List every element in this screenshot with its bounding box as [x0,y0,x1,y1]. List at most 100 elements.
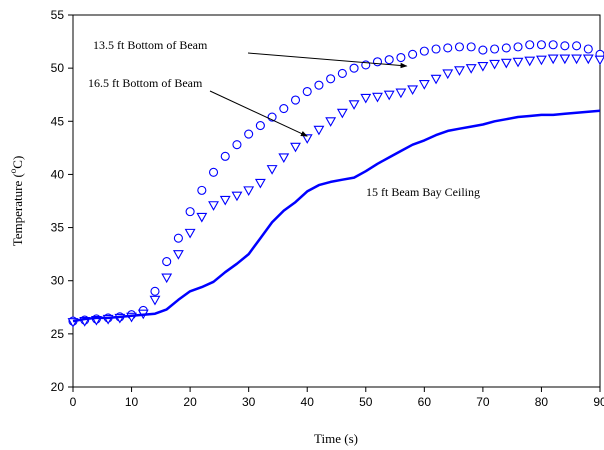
data-point [395,88,407,99]
data-point [408,49,418,59]
series-line [72,109,601,323]
annotation-label: 15 ft Beam Bay Ceiling [366,185,480,199]
data-point [524,56,536,67]
data-point [313,125,325,136]
data-point [208,167,219,177]
x-tick-label: 10 [125,395,139,409]
data-point [430,74,442,85]
x-tick-label: 70 [476,395,490,409]
data-point [337,68,347,79]
data-point [314,80,324,90]
series-1 [67,54,604,328]
series-layer [67,40,604,328]
data-point [196,212,208,223]
data-point [525,40,535,50]
data-point [418,80,430,90]
data-point [348,100,360,110]
data-point [150,286,160,296]
data-point [349,63,359,73]
x-tick-label: 40 [301,395,315,409]
x-tick-label: 20 [183,395,197,409]
data-point [465,64,477,74]
x-axis-title: Time (s) [314,431,358,446]
data-point [431,44,441,54]
data-point [536,40,546,50]
data-point [547,54,559,65]
data-point [513,42,523,52]
x-tick-label: 30 [242,395,256,409]
y-tick-label: 30 [51,274,65,288]
data-point [501,43,511,53]
axes: 0 10 20 30 40 50 60 70 80 90 20 25 30 35 40 45 50 55 [51,8,604,409]
y-tick-label: 40 [51,167,65,181]
data-point [149,295,161,306]
data-point [582,54,594,65]
data-point [231,191,243,202]
series-2 [72,109,601,323]
data-point [583,44,593,54]
y-tick-label: 25 [51,327,65,341]
annotation-label: 13.5 ft Bottom of Beam [93,38,208,52]
data-point [266,165,278,175]
data-point [372,57,383,67]
data-point [407,85,419,96]
annotation-arrow [247,52,408,69]
plot-frame [72,14,601,388]
data-point [512,57,524,68]
data-point [396,52,406,63]
data-point [232,140,242,150]
data-point [454,66,465,76]
data-point [162,257,172,267]
data-point [559,54,571,65]
data-point [572,41,582,51]
data-point [478,45,488,55]
y-axis-title-prefix: Temperature ( [10,173,25,246]
data-point [384,55,394,65]
data-point [254,178,266,189]
data-point [372,92,383,103]
x-tick-label: 0 [70,395,77,409]
data-point [536,55,547,66]
y-axis-title-sup: o [8,168,18,173]
data-point [243,186,255,196]
data-point [185,207,195,217]
data-point [161,273,173,284]
y-tick-label: 45 [51,114,65,128]
y-tick-label: 55 [51,8,65,22]
data-point [454,42,465,52]
y-tick-label: 35 [51,221,65,235]
data-point [477,61,489,72]
data-point [594,55,604,66]
annotation-layer: 13.5 ft Bottom of Beam 16.5 ft Bottom of … [88,38,480,199]
annotation-arrow [209,90,308,137]
data-point [360,93,372,104]
y-axis-title-suffix: C) [10,156,25,169]
data-point [279,103,289,114]
data-point [244,129,254,139]
data-point [419,46,429,56]
data-point [560,41,570,51]
data-point [302,86,312,97]
data-point [290,95,301,105]
data-point [290,142,301,153]
data-point [336,108,348,119]
annotation-label: 16.5 ft Bottom of Beam [88,76,203,90]
data-point [208,201,219,211]
data-point [571,54,583,65]
data-point [220,151,230,161]
data-point [548,40,558,50]
data-point [466,42,476,52]
x-tick-label: 60 [418,395,432,409]
data-point [500,58,512,69]
x-tick-label: 90 [593,395,604,409]
x-tick-label: 80 [535,395,549,409]
data-point [278,153,290,164]
data-point [443,43,453,53]
y-tick-label: 50 [51,61,65,75]
data-point [489,59,501,70]
y-axis-title: Temperature (oC) [8,156,25,247]
data-point [326,74,336,84]
data-point [442,69,454,80]
x-tick-label: 50 [359,395,373,409]
